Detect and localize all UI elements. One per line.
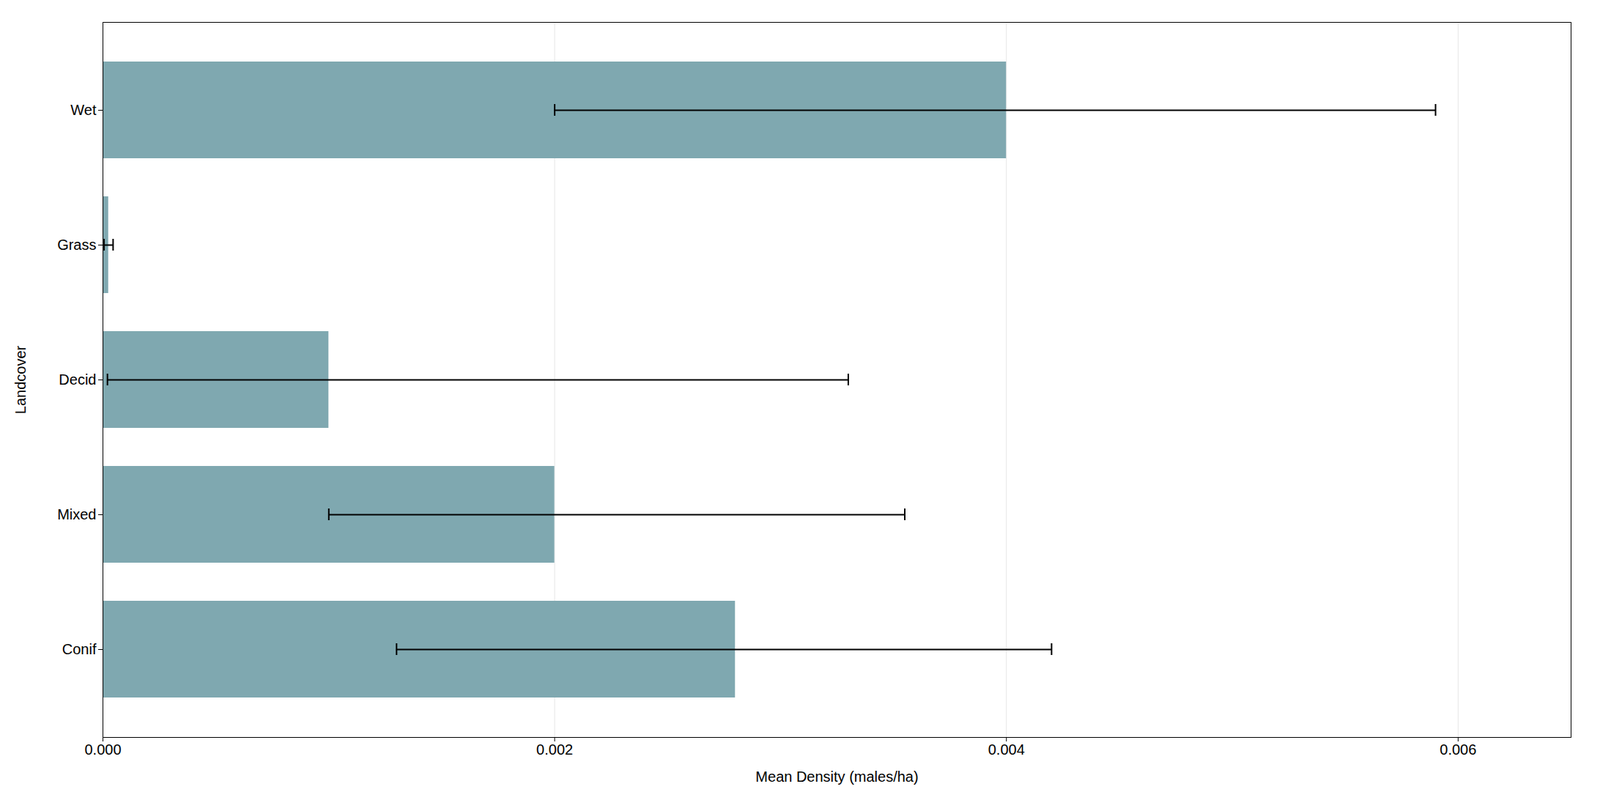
svg-text:0.006: 0.006 [1439, 741, 1477, 758]
svg-text:0.000: 0.000 [84, 741, 121, 758]
svg-text:Mixed: Mixed [57, 506, 96, 523]
svg-text:Mean Density (males/ha): Mean Density (males/ha) [755, 768, 918, 785]
svg-text:Wet: Wet [70, 101, 97, 118]
svg-text:0.004: 0.004 [988, 741, 1025, 758]
svg-text:0.002: 0.002 [536, 741, 573, 758]
svg-text:Landcover: Landcover [12, 345, 29, 414]
svg-text:Decid: Decid [58, 371, 96, 388]
svg-text:Conif: Conif [62, 641, 97, 658]
svg-text:Grass: Grass [57, 236, 96, 253]
